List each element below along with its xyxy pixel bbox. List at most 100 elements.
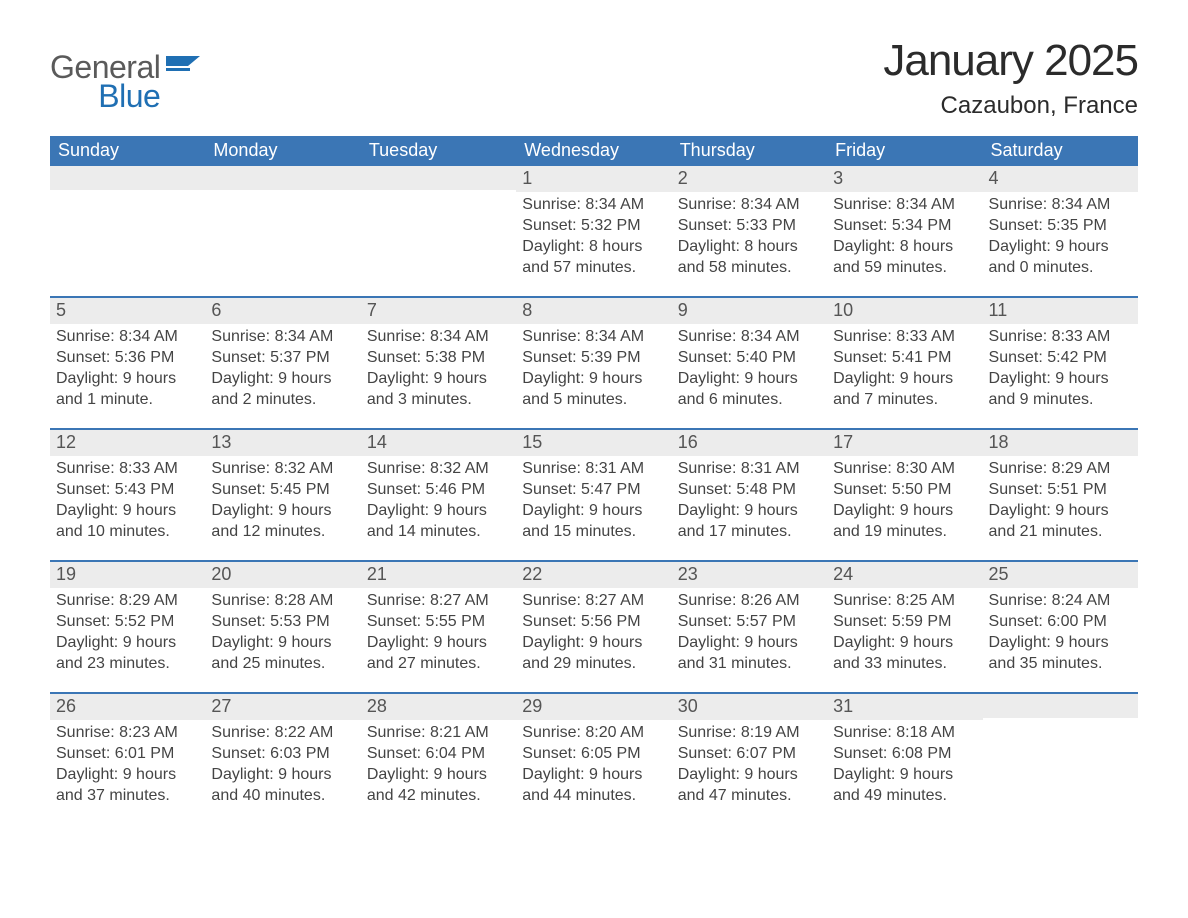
calendar-day: 14Sunrise: 8:32 AMSunset: 5:46 PMDayligh… [361,430,516,560]
day-number: 8 [516,298,671,324]
daylight-text-2: and 33 minutes. [833,653,976,674]
day-body: Sunrise: 8:33 AMSunset: 5:43 PMDaylight:… [50,456,205,560]
day-body: Sunrise: 8:28 AMSunset: 5:53 PMDaylight:… [205,588,360,692]
day-body: Sunrise: 8:31 AMSunset: 5:47 PMDaylight:… [516,456,671,560]
sunset-text: Sunset: 5:48 PM [678,479,821,500]
sunrise-text: Sunrise: 8:31 AM [678,458,821,479]
daylight-text-1: Daylight: 9 hours [56,764,199,785]
day-number: 26 [50,694,205,720]
sunset-text: Sunset: 5:40 PM [678,347,821,368]
calendar-day: 6Sunrise: 8:34 AMSunset: 5:37 PMDaylight… [205,298,360,428]
sunrise-text: Sunrise: 8:27 AM [367,590,510,611]
day-body: Sunrise: 8:18 AMSunset: 6:08 PMDaylight:… [827,720,982,824]
calendar-day: 3Sunrise: 8:34 AMSunset: 5:34 PMDaylight… [827,166,982,296]
sunrise-text: Sunrise: 8:31 AM [522,458,665,479]
day-header: Thursday [672,136,827,166]
calendar-day: 19Sunrise: 8:29 AMSunset: 5:52 PMDayligh… [50,562,205,692]
calendar-day: 20Sunrise: 8:28 AMSunset: 5:53 PMDayligh… [205,562,360,692]
daylight-text-2: and 37 minutes. [56,785,199,806]
day-number: 20 [205,562,360,588]
daylight-text-1: Daylight: 9 hours [833,500,976,521]
daylight-text-2: and 9 minutes. [989,389,1132,410]
day-body: Sunrise: 8:34 AMSunset: 5:33 PMDaylight:… [672,192,827,296]
daylight-text-1: Daylight: 9 hours [989,632,1132,653]
sunset-text: Sunset: 5:33 PM [678,215,821,236]
daylight-text-2: and 3 minutes. [367,389,510,410]
sunrise-text: Sunrise: 8:29 AM [989,458,1132,479]
sunrise-text: Sunrise: 8:20 AM [522,722,665,743]
week-row: 5Sunrise: 8:34 AMSunset: 5:36 PMDaylight… [50,296,1138,428]
day-number: 12 [50,430,205,456]
daylight-text-1: Daylight: 9 hours [833,368,976,389]
calendar-day [205,166,360,296]
calendar-day [361,166,516,296]
day-body: Sunrise: 8:22 AMSunset: 6:03 PMDaylight:… [205,720,360,824]
daylight-text-2: and 59 minutes. [833,257,976,278]
calendar-day: 5Sunrise: 8:34 AMSunset: 5:36 PMDaylight… [50,298,205,428]
sunrise-text: Sunrise: 8:30 AM [833,458,976,479]
logo-blue: Blue [50,81,160,111]
day-number: 1 [516,166,671,192]
sunset-text: Sunset: 5:59 PM [833,611,976,632]
daylight-text-2: and 35 minutes. [989,653,1132,674]
sunset-text: Sunset: 6:01 PM [56,743,199,764]
day-body [205,190,360,274]
sunset-text: Sunset: 5:53 PM [211,611,354,632]
calendar-day: 23Sunrise: 8:26 AMSunset: 5:57 PMDayligh… [672,562,827,692]
calendar-day: 30Sunrise: 8:19 AMSunset: 6:07 PMDayligh… [672,694,827,824]
calendar-day: 13Sunrise: 8:32 AMSunset: 5:45 PMDayligh… [205,430,360,560]
daylight-text-2: and 0 minutes. [989,257,1132,278]
day-number: 2 [672,166,827,192]
sunset-text: Sunset: 5:42 PM [989,347,1132,368]
calendar-day: 25Sunrise: 8:24 AMSunset: 6:00 PMDayligh… [983,562,1138,692]
daylight-text-2: and 58 minutes. [678,257,821,278]
daylight-text-1: Daylight: 9 hours [989,500,1132,521]
calendar-day: 2Sunrise: 8:34 AMSunset: 5:33 PMDaylight… [672,166,827,296]
day-body: Sunrise: 8:33 AMSunset: 5:42 PMDaylight:… [983,324,1138,428]
daylight-text-1: Daylight: 9 hours [367,764,510,785]
sunset-text: Sunset: 5:41 PM [833,347,976,368]
sunrise-text: Sunrise: 8:33 AM [833,326,976,347]
weeks-container: 1Sunrise: 8:34 AMSunset: 5:32 PMDaylight… [50,166,1138,824]
sunset-text: Sunset: 5:45 PM [211,479,354,500]
day-number: 6 [205,298,360,324]
day-header: Friday [827,136,982,166]
day-body: Sunrise: 8:34 AMSunset: 5:40 PMDaylight:… [672,324,827,428]
day-body: Sunrise: 8:24 AMSunset: 6:00 PMDaylight:… [983,588,1138,692]
day-number: 13 [205,430,360,456]
calendar-day: 9Sunrise: 8:34 AMSunset: 5:40 PMDaylight… [672,298,827,428]
daylight-text-2: and 17 minutes. [678,521,821,542]
sunrise-text: Sunrise: 8:34 AM [522,326,665,347]
day-number: 19 [50,562,205,588]
day-header: Tuesday [361,136,516,166]
week-row: 19Sunrise: 8:29 AMSunset: 5:52 PMDayligh… [50,560,1138,692]
day-body: Sunrise: 8:32 AMSunset: 5:45 PMDaylight:… [205,456,360,560]
calendar-day [50,166,205,296]
day-body: Sunrise: 8:19 AMSunset: 6:07 PMDaylight:… [672,720,827,824]
daylight-text-1: Daylight: 9 hours [678,764,821,785]
sunrise-text: Sunrise: 8:22 AM [211,722,354,743]
day-number: 27 [205,694,360,720]
day-number: 30 [672,694,827,720]
daylight-text-1: Daylight: 9 hours [367,368,510,389]
day-body [983,718,1138,802]
calendar-day: 24Sunrise: 8:25 AMSunset: 5:59 PMDayligh… [827,562,982,692]
daylight-text-1: Daylight: 9 hours [522,632,665,653]
day-number [983,694,1138,718]
sunset-text: Sunset: 5:57 PM [678,611,821,632]
sunset-text: Sunset: 5:34 PM [833,215,976,236]
logo: General Blue [50,36,200,111]
day-header: Wednesday [516,136,671,166]
sunset-text: Sunset: 6:07 PM [678,743,821,764]
sunrise-text: Sunrise: 8:24 AM [989,590,1132,611]
calendar-day: 21Sunrise: 8:27 AMSunset: 5:55 PMDayligh… [361,562,516,692]
day-body: Sunrise: 8:30 AMSunset: 5:50 PMDaylight:… [827,456,982,560]
daylight-text-1: Daylight: 9 hours [522,368,665,389]
page-title: January 2025 [883,36,1138,86]
day-body: Sunrise: 8:26 AMSunset: 5:57 PMDaylight:… [672,588,827,692]
calendar-day: 29Sunrise: 8:20 AMSunset: 6:05 PMDayligh… [516,694,671,824]
daylight-text-1: Daylight: 9 hours [211,764,354,785]
daylight-text-2: and 27 minutes. [367,653,510,674]
calendar-day: 31Sunrise: 8:18 AMSunset: 6:08 PMDayligh… [827,694,982,824]
daylight-text-1: Daylight: 9 hours [522,500,665,521]
